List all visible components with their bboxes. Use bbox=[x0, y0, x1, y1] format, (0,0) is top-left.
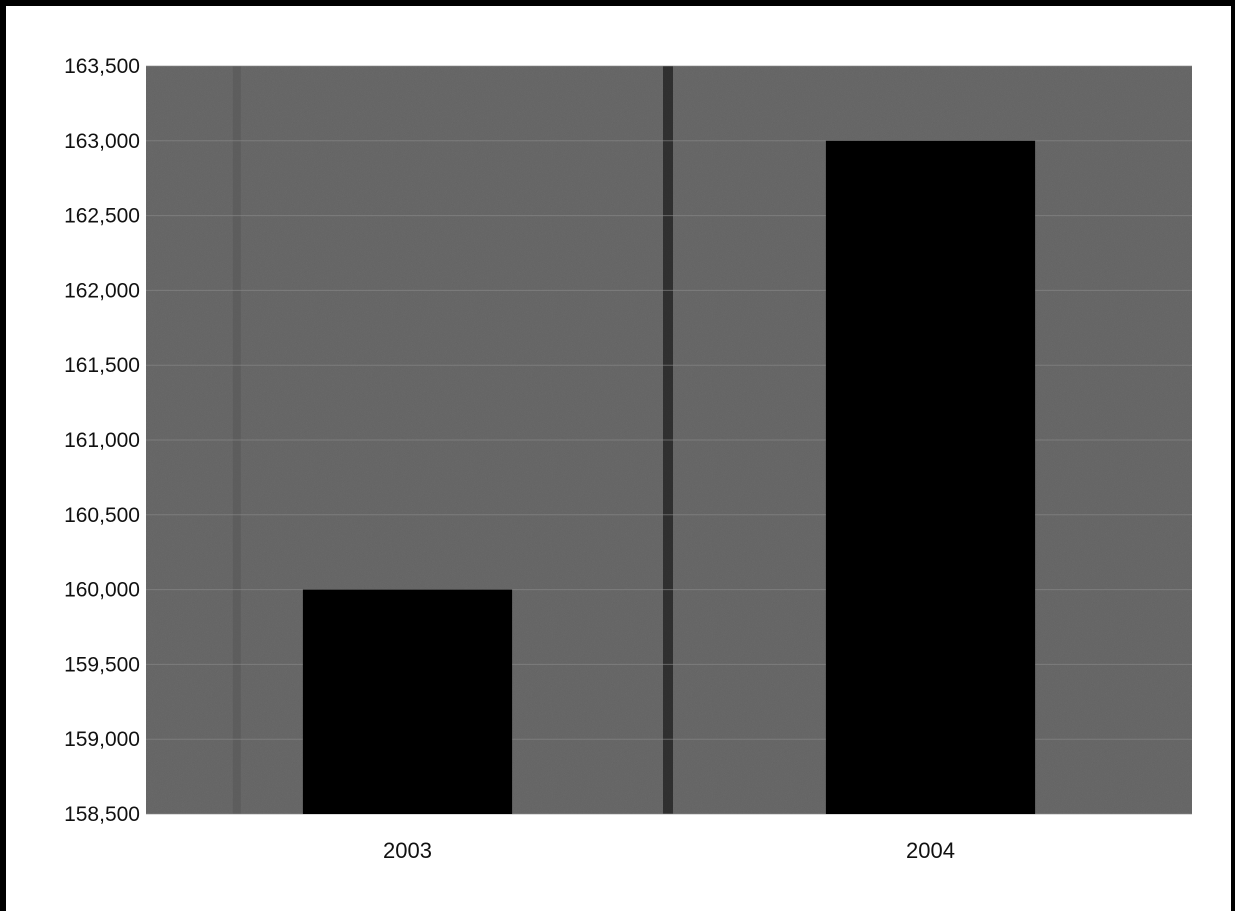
x-axis-category-labels: 2003 2004 bbox=[383, 838, 955, 863]
y-tick-label: 162,500 bbox=[64, 205, 140, 228]
bar-2004 bbox=[825, 140, 1036, 815]
y-tick-label: 162,000 bbox=[64, 279, 140, 302]
y-tick-label: 159,500 bbox=[64, 653, 140, 676]
x-tick-label: 2003 bbox=[383, 838, 432, 863]
y-tick-label: 160,500 bbox=[64, 504, 140, 527]
y-axis-tick-labels: 163,500 163,000 162,500 162,000 161,500 161,0… bbox=[64, 55, 140, 826]
y-tick-label: 158,500 bbox=[64, 803, 140, 826]
y-tick-label: 159,000 bbox=[64, 728, 140, 751]
x-tick-label: 2004 bbox=[906, 838, 955, 863]
y-tick-label: 160,000 bbox=[64, 579, 140, 602]
bars bbox=[302, 140, 1036, 815]
y-tick-label: 161,000 bbox=[64, 429, 140, 452]
bar-2003 bbox=[302, 589, 513, 814]
y-tick-label: 161,500 bbox=[64, 354, 140, 377]
y-tick-label: 163,000 bbox=[64, 130, 140, 153]
y-tick-label: 163,500 bbox=[64, 55, 140, 78]
